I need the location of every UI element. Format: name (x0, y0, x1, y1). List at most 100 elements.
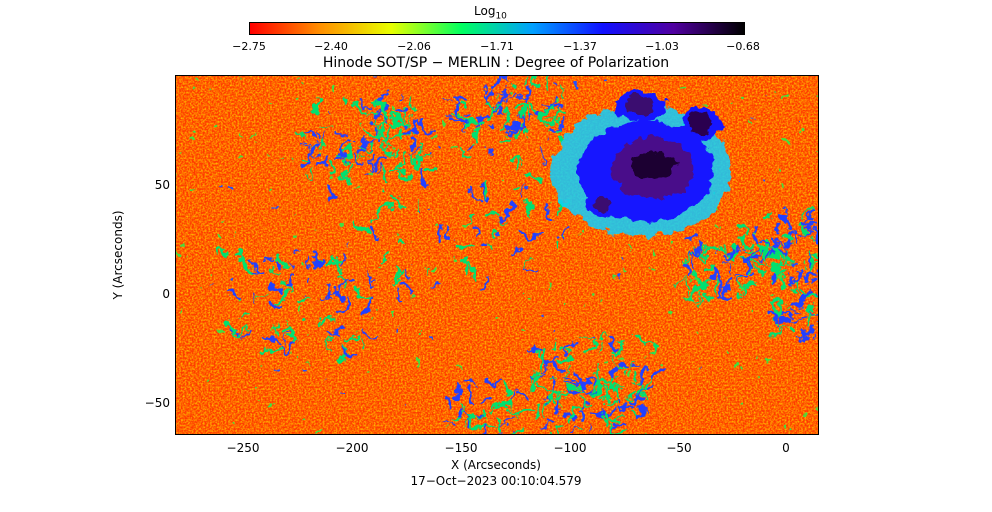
network-lane (358, 147, 374, 152)
network-speck (699, 364, 701, 367)
network-speck (701, 365, 704, 368)
network-speck (392, 107, 396, 112)
network-lane (510, 84, 517, 92)
network-lane (517, 391, 527, 403)
network-lane (456, 108, 468, 123)
network-lane (446, 114, 455, 118)
network-lane (391, 272, 402, 285)
network-speck (650, 267, 654, 271)
network-lane (466, 379, 477, 387)
network-lane (366, 140, 374, 144)
network-speck (740, 399, 744, 403)
network-speck (341, 393, 343, 396)
network-lane (779, 216, 791, 232)
network-speck (258, 385, 261, 388)
network-speck (271, 190, 274, 193)
network-lane (789, 289, 798, 296)
network-lane (230, 329, 244, 341)
network-lane (557, 355, 572, 364)
network-lane (732, 245, 737, 260)
network-lane (230, 291, 241, 302)
network-lane (800, 207, 813, 218)
network-speck (234, 231, 237, 234)
network-speck (499, 178, 503, 181)
network-lane (814, 228, 818, 239)
network-speck (739, 366, 744, 371)
network-lane (415, 155, 426, 173)
network-speck (646, 268, 649, 270)
network-lane (296, 296, 310, 303)
network-lane (505, 106, 509, 121)
network-lane (264, 334, 280, 344)
network-lane (240, 255, 253, 268)
network-lane (520, 105, 526, 117)
network-lane (479, 277, 488, 290)
network-lane (300, 143, 312, 160)
network-speck (219, 184, 224, 189)
network-lane (458, 409, 463, 419)
network-lane (343, 332, 359, 342)
network-speck (526, 187, 531, 191)
network-lane (337, 163, 353, 180)
network-speck (428, 337, 432, 341)
network-lane (424, 168, 437, 173)
network-speck (262, 367, 265, 370)
network-lane (466, 185, 481, 201)
network-speck (284, 322, 287, 324)
network-lane (637, 366, 650, 385)
network-speck (552, 202, 554, 204)
network-lane (759, 239, 773, 257)
network-speck (488, 275, 491, 278)
network-lane (393, 149, 400, 157)
network-lane (611, 356, 625, 369)
network-lane (224, 321, 236, 333)
network-lane (402, 272, 413, 281)
network-speck (229, 186, 233, 190)
network-speck (555, 99, 559, 103)
network-speck (496, 231, 501, 236)
network-speck (785, 138, 790, 142)
network-lane (802, 271, 818, 280)
network-speck (757, 377, 761, 381)
network-lane (748, 249, 753, 253)
network-speck (278, 261, 281, 264)
network-speck (765, 334, 767, 336)
network-lane (703, 292, 712, 301)
network-speck (234, 422, 237, 425)
network-lane (270, 346, 279, 353)
network-speck (799, 120, 803, 124)
network-speck (782, 184, 785, 187)
network-speck (209, 284, 211, 287)
network-lane (395, 107, 408, 113)
network-lane (481, 397, 491, 401)
network-speck (783, 92, 788, 97)
y-tick-label: 0 (162, 287, 170, 301)
network-lane (424, 265, 431, 275)
network-speck (268, 154, 271, 157)
colorbar-tick: −1.71 (480, 40, 514, 53)
network-lane (567, 405, 582, 423)
network-lane (776, 239, 789, 254)
network-speck (176, 251, 179, 256)
network-lane (516, 427, 523, 434)
network-lane (549, 424, 562, 434)
network-speck (774, 167, 778, 172)
network-lane (528, 102, 539, 112)
network-lane (363, 296, 374, 315)
network-lane (704, 246, 716, 252)
network-lane (538, 365, 542, 379)
network-speck (308, 361, 311, 365)
network-lane (616, 387, 620, 401)
network-lane (809, 307, 818, 317)
network-lane (503, 409, 519, 420)
network-lane (488, 124, 496, 129)
network-speck (528, 298, 533, 302)
network-lane (515, 95, 530, 103)
network-lane (797, 220, 808, 237)
network-speck (702, 103, 707, 107)
network-speck (796, 276, 798, 278)
network-lane (441, 97, 449, 103)
network-lane (332, 286, 345, 301)
network-lane (499, 121, 513, 131)
network-lane (769, 296, 783, 306)
